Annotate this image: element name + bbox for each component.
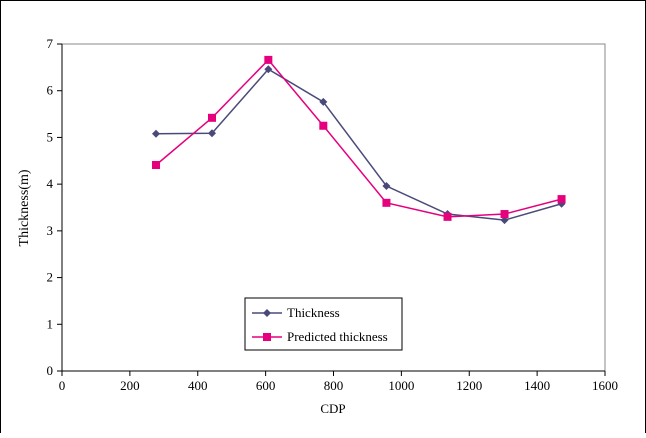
marker [500,216,509,225]
x-tick-label: 1400 [524,378,550,393]
marker [382,198,391,207]
marker [500,210,509,219]
marker [382,182,391,191]
series-line [156,68,562,221]
y-tick-label: 6 [47,83,54,98]
marker [264,55,273,64]
legend [244,297,403,351]
series-line [155,58,562,218]
x-tick-label: 400 [188,378,208,393]
x-tick-label: 1200 [456,378,482,393]
y-tick-label: 1 [47,316,54,331]
x-tick-label: 800 [324,378,344,393]
x-tick-label: 600 [256,378,276,393]
marker [152,129,161,138]
marker [208,129,217,138]
marker [443,212,452,221]
y-axis-label: Thickness(m) [17,169,32,246]
y-tick-label: 2 [47,270,54,285]
y-tick-label: 3 [47,223,54,238]
marker [263,333,271,341]
marker [557,195,566,204]
y-tick-label: 7 [47,36,54,51]
legend-label: Thickness [287,305,340,320]
x-tick-label: 200 [120,378,140,393]
y-tick-label: 0 [47,363,54,378]
marker [264,65,273,74]
marker [263,309,271,317]
y-tick-label: 5 [47,129,54,144]
x-axis-label: CDP [320,401,345,416]
y-tick-label: 4 [47,176,54,191]
marker [319,97,328,106]
x-tick-label: 1000 [388,378,414,393]
legend-label: Predicted thickness [287,329,388,344]
marker [152,160,161,169]
x-tick-label: 0 [59,378,66,393]
marker [319,121,328,130]
x-tick-label: 1600 [592,378,618,393]
marker [208,113,217,122]
